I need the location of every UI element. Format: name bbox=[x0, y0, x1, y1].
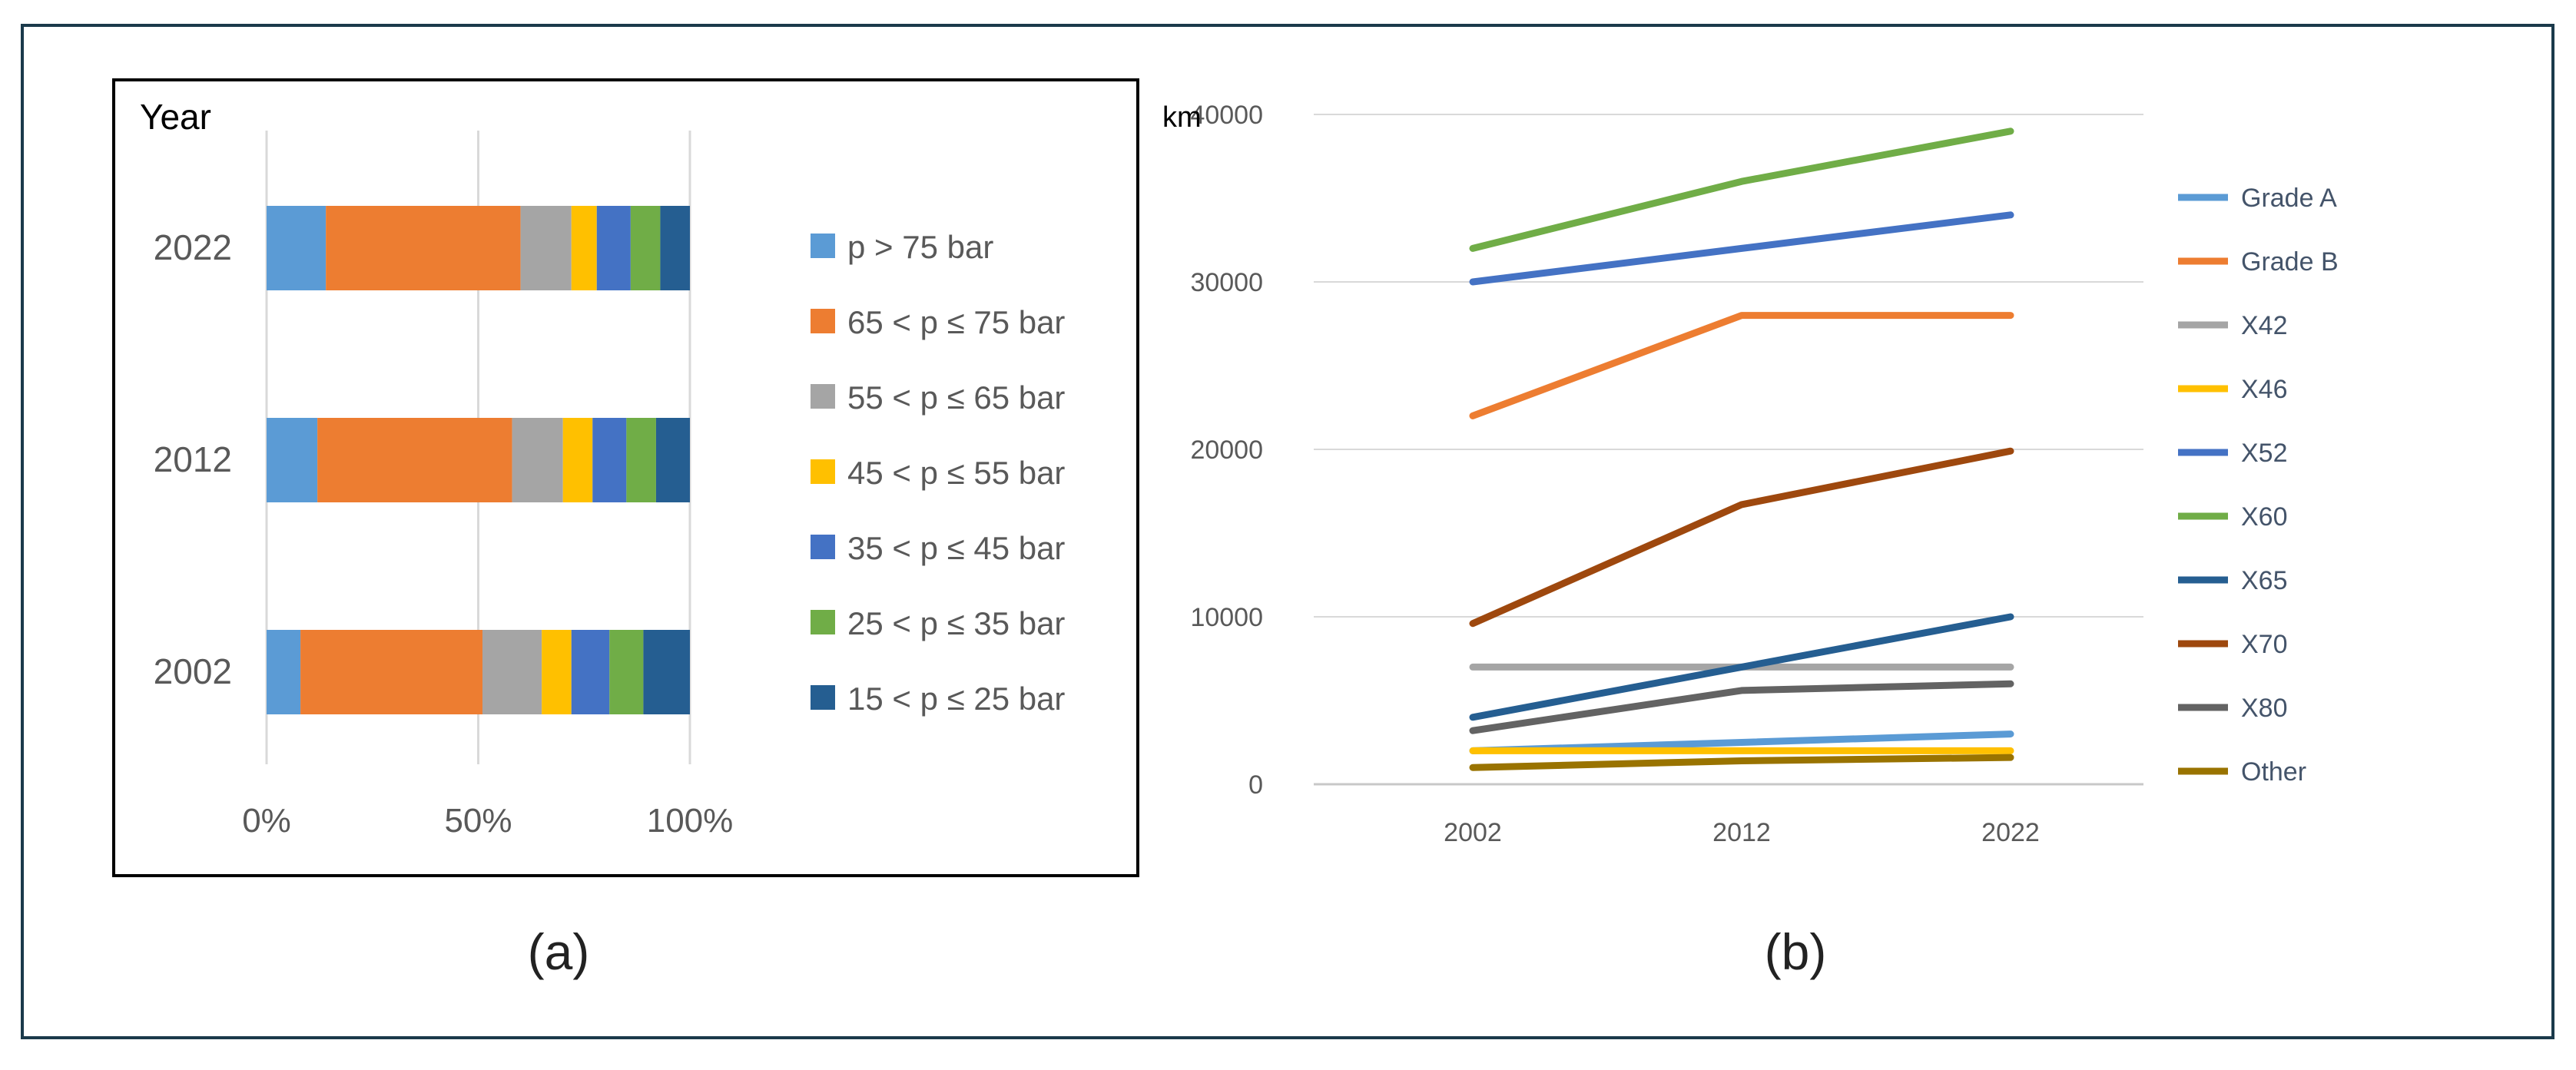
bar-segment-2002-65-p-75-bar bbox=[300, 630, 483, 714]
legend-swatch-25-p-35-bar bbox=[811, 610, 835, 634]
panel-a-category-labels: 2022 2012 2002 bbox=[154, 227, 232, 691]
bar-segment-2022-25-p-35-bar bbox=[630, 206, 661, 290]
legend-label-grade-a: Grade A bbox=[2241, 184, 2337, 213]
panel-b-lines bbox=[1469, 128, 2014, 771]
legend-label-x70: X70 bbox=[2241, 630, 2288, 659]
line-series-grade-b bbox=[1469, 312, 2014, 419]
legend-swatch-45-p-55-bar bbox=[811, 459, 835, 484]
panel-b-caption: (b) bbox=[1765, 923, 1827, 980]
bar-segment-2002-p-75-bar bbox=[267, 630, 301, 714]
bar-segment-2022-15-p-25-bar bbox=[660, 206, 690, 290]
panel-b-x-tick-label: 2012 bbox=[1712, 818, 1771, 847]
bar-segment-2022-55-p-65-bar bbox=[520, 206, 572, 290]
panel-a-category-label: 2022 bbox=[154, 227, 232, 267]
legend-label-15-p-25-bar: 15 < p ≤ 25 bar bbox=[847, 681, 1065, 717]
bar-segment-2002-35-p-45-bar bbox=[571, 630, 610, 714]
legend-label-55-p-65-bar: 55 < p ≤ 65 bar bbox=[847, 379, 1065, 416]
panel-b-line-chart: 0 10000 20000 30000 40000 2002 2012 2022 Grade… bbox=[1162, 101, 2339, 980]
panel-b-legend: Grade A Grade B X42 X46 X52 X60 X65 X70 X80 Other bbox=[2178, 184, 2339, 787]
bar-segment-2002-25-p-35-bar bbox=[609, 630, 644, 714]
panel-a-bar-chart: 2022 2012 2002 0% 50% 100% p > 75 bar 65 < p … bbox=[112, 78, 1139, 980]
line-series-x60 bbox=[1469, 128, 2014, 252]
panel-b-x-tick-label: 2022 bbox=[1981, 818, 2040, 847]
bar-segment-2012-65-p-75-bar bbox=[317, 418, 512, 502]
legend-swatch-35-p-45-bar bbox=[811, 535, 835, 559]
bar-segment-2012-35-p-45-bar bbox=[592, 418, 627, 502]
bar-segment-2012-45-p-55-bar bbox=[562, 418, 593, 502]
legend-swatch-65-p-75-bar bbox=[811, 309, 835, 333]
legend-label-x80: X80 bbox=[2241, 694, 2288, 723]
panel-a-x-tick-label: 0% bbox=[242, 802, 291, 840]
panel-a-y-axis-title: Year bbox=[140, 97, 211, 137]
bar-segment-2002-55-p-65-bar bbox=[482, 630, 542, 714]
line-series-x70 bbox=[1469, 447, 2014, 628]
legend-label-x42: X42 bbox=[2241, 311, 2288, 340]
bar-segment-2022-35-p-45-bar bbox=[596, 206, 631, 290]
panel-a-bars bbox=[267, 206, 690, 714]
legend-label-45-p-55-bar: 45 < p ≤ 55 bar bbox=[847, 455, 1065, 491]
bar-segment-2022-p-75-bar bbox=[267, 206, 327, 290]
legend-swatch-p-75-bar bbox=[811, 234, 835, 258]
bar-segment-2012-15-p-25-bar bbox=[655, 418, 690, 502]
legend-label-other: Other bbox=[2241, 757, 2306, 787]
legend-label-x46: X46 bbox=[2241, 375, 2288, 404]
legend-label-p-75-bar: p > 75 bar bbox=[847, 229, 993, 265]
line-series-x80 bbox=[1469, 680, 2014, 734]
panel-a-x-tick-label: 100% bbox=[647, 802, 734, 840]
line-series-other bbox=[1469, 754, 2014, 771]
bar-segment-2022-65-p-75-bar bbox=[326, 206, 521, 290]
panel-a-tick-labels: 0% 50% 100% bbox=[242, 802, 733, 840]
legend-label-grade-b: Grade B bbox=[2241, 247, 2339, 277]
bar-segment-2012-p-75-bar bbox=[267, 418, 318, 502]
legend-swatch-15-p-25-bar bbox=[811, 685, 835, 710]
panel-b-x-tick-label: 2002 bbox=[1444, 818, 1502, 847]
panel-b-y-axis-title: km bbox=[1162, 101, 1202, 134]
line-series-x52 bbox=[1469, 211, 2014, 286]
bar-segment-2022-45-p-55-bar bbox=[571, 206, 597, 290]
panel-b-y-tick-label: 30000 bbox=[1190, 268, 1263, 297]
bar-segment-2012-25-p-35-bar bbox=[626, 418, 656, 502]
bar-segment-2002-45-p-55-bar bbox=[542, 630, 572, 714]
bar-segment-2012-55-p-65-bar bbox=[512, 418, 563, 502]
panel-a-category-label: 2012 bbox=[154, 439, 232, 479]
legend-label-x65: X65 bbox=[2241, 566, 2288, 595]
panel-b-y-tick-labels: 0 10000 20000 30000 40000 bbox=[1190, 101, 1263, 800]
legend-label-x52: X52 bbox=[2241, 439, 2288, 468]
panel-b-y-tick-label: 40000 bbox=[1190, 101, 1263, 130]
legend-swatch-55-p-65-bar bbox=[811, 384, 835, 409]
panel-b-y-tick-label: 20000 bbox=[1190, 436, 1263, 465]
panel-b-y-tick-label: 10000 bbox=[1190, 603, 1263, 632]
panel-a-caption: (a) bbox=[528, 923, 590, 980]
panel-a-legend: p > 75 bar 65 < p ≤ 75 bar 55 < p ≤ 65 bar… bbox=[811, 229, 1065, 717]
legend-label-35-p-45-bar: 35 < p ≤ 45 bar bbox=[847, 530, 1065, 566]
legend-label-65-p-75-bar: 65 < p ≤ 75 bar bbox=[847, 304, 1065, 340]
bar-segment-2002-15-p-25-bar bbox=[643, 630, 690, 714]
panel-a-category-label: 2002 bbox=[154, 651, 232, 691]
panel-b-y-tick-label: 0 bbox=[1248, 770, 1263, 800]
legend-label-25-p-35-bar: 25 < p ≤ 35 bar bbox=[847, 605, 1065, 641]
line-series-x65 bbox=[1469, 613, 2014, 721]
panel-a-x-tick-label: 50% bbox=[444, 802, 512, 840]
panel-b-x-tick-labels: 2002 2012 2022 bbox=[1444, 818, 2040, 847]
legend-label-x60: X60 bbox=[2241, 502, 2288, 532]
